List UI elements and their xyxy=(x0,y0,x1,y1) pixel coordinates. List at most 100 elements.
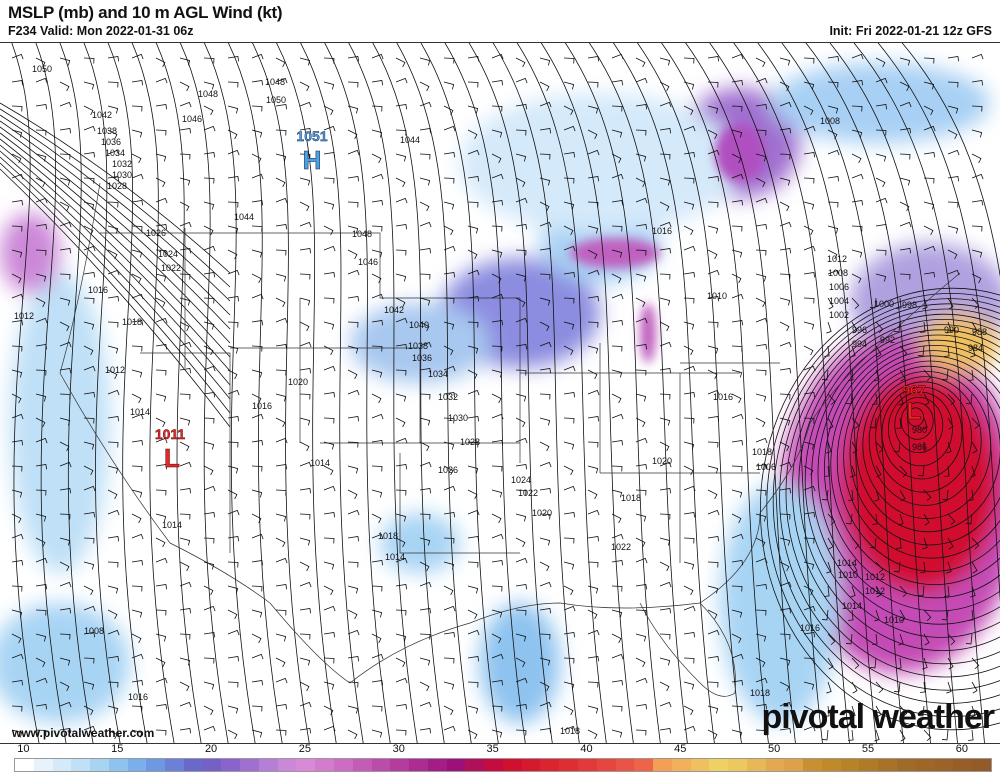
wind-barb xyxy=(563,365,576,372)
isobar-label: 988 xyxy=(972,327,987,337)
wind-barb xyxy=(251,273,262,284)
isobar-label: 1034 xyxy=(428,369,448,379)
source-url[interactable]: www.pivotalweather.com xyxy=(12,726,155,740)
wind-barb xyxy=(917,465,925,477)
wind-barb xyxy=(587,585,599,594)
wind-barb xyxy=(947,297,954,310)
wind-barb xyxy=(347,465,359,474)
isobar-label: 998 xyxy=(902,300,917,310)
weather-map[interactable]: 1050104810461042103810361034103210301028… xyxy=(0,42,1000,744)
wind-barb xyxy=(683,561,695,570)
wind-barb xyxy=(299,127,312,134)
wind-barb xyxy=(659,607,672,614)
wind-barb xyxy=(803,465,814,476)
wind-barb xyxy=(11,559,24,566)
isobar-label: 1018 xyxy=(621,493,641,503)
wind-barb xyxy=(35,489,47,496)
wind-barb xyxy=(659,247,672,254)
isobar-label: 1024 xyxy=(511,475,531,485)
wind-barb xyxy=(203,151,216,158)
wind-barb xyxy=(851,681,858,694)
wind-barb xyxy=(971,53,984,60)
wind-barb xyxy=(659,441,670,452)
wind-barb xyxy=(923,177,935,184)
isobar-label: 1004 xyxy=(829,296,849,306)
wind-barb xyxy=(587,81,599,88)
wind-barb xyxy=(11,729,23,738)
wind-barb xyxy=(755,103,768,110)
wind-barb xyxy=(922,417,928,430)
wind-barb xyxy=(155,583,168,590)
wind-barb xyxy=(683,345,694,356)
wind-barb xyxy=(515,249,527,256)
wind-barb xyxy=(467,609,478,620)
wind-barb xyxy=(155,369,167,376)
wind-barb xyxy=(851,441,858,454)
colorbar-cell xyxy=(258,759,278,771)
wind-barb xyxy=(899,57,911,66)
wind-barb xyxy=(179,101,192,108)
wind-barb xyxy=(587,369,598,380)
wind-barb xyxy=(323,125,336,132)
wind-barb xyxy=(11,533,24,540)
isobar-label: 1026 xyxy=(146,228,166,238)
colorbar-cell xyxy=(127,759,147,771)
wind-barb xyxy=(251,345,263,352)
wind-barb xyxy=(419,321,430,332)
wind-barb xyxy=(611,105,623,112)
wind-barb xyxy=(731,199,744,206)
wind-barb xyxy=(803,57,815,64)
wind-barb xyxy=(11,609,23,618)
wind-barb xyxy=(731,53,744,60)
wind-barb xyxy=(898,393,904,406)
wind-barb xyxy=(731,705,743,712)
wind-barb xyxy=(179,367,192,374)
wind-barb xyxy=(395,103,408,110)
wind-barb xyxy=(395,583,408,590)
wind-barb xyxy=(803,297,815,304)
wind-barb xyxy=(203,81,215,90)
wind-barb xyxy=(395,513,407,522)
wind-barb xyxy=(83,681,95,690)
init-time: Init: Fri 2022-01-21 12z GFS xyxy=(829,24,992,38)
wind-barb xyxy=(851,105,863,112)
isobar xyxy=(0,162,231,414)
wind-barb xyxy=(971,273,982,284)
wind-barb xyxy=(923,513,930,526)
wind-barb xyxy=(419,57,431,66)
wind-barb xyxy=(539,273,551,280)
wind-barb xyxy=(779,417,791,426)
wind-barb xyxy=(707,465,719,474)
wind-barb xyxy=(971,417,980,430)
wind-barb xyxy=(419,607,432,614)
isobar-label: 1006 xyxy=(756,462,776,472)
isobar xyxy=(35,43,67,743)
wind-barb xyxy=(395,77,408,84)
wind-barb xyxy=(635,417,646,428)
wind-barb xyxy=(227,345,239,354)
isobar-label: 1050 xyxy=(266,95,286,105)
wind-barb xyxy=(11,153,22,164)
wind-barb xyxy=(35,297,46,308)
wind-barb xyxy=(611,173,624,180)
wind-barb xyxy=(824,465,830,477)
wind-barb xyxy=(395,249,407,256)
wind-barb xyxy=(563,151,576,158)
wind-barb xyxy=(923,125,936,132)
wind-barb xyxy=(731,345,743,352)
wind-barb xyxy=(845,513,853,525)
wind-barb xyxy=(395,129,407,136)
wind-barb xyxy=(155,177,166,188)
wind-barb xyxy=(779,461,792,468)
wind-barb xyxy=(731,653,744,660)
wind-barb xyxy=(227,729,238,740)
wind-barb xyxy=(203,245,216,252)
wind-barb xyxy=(635,249,647,256)
wind-barb xyxy=(155,129,167,136)
valid-time: F234 Valid: Mon 2022-01-31 06z xyxy=(8,24,194,38)
wind-barb xyxy=(875,585,882,598)
wind-barb xyxy=(539,177,551,186)
wind-barb xyxy=(59,321,70,332)
wind-barb xyxy=(131,439,144,446)
wind-barb xyxy=(155,489,167,496)
